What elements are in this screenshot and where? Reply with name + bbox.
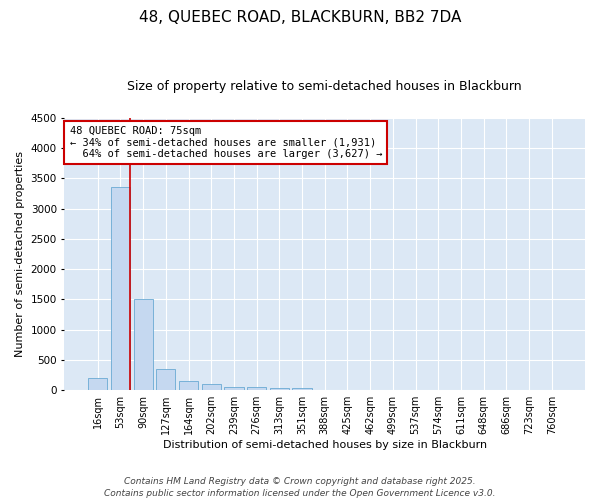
Bar — [111, 188, 130, 390]
X-axis label: Distribution of semi-detached houses by size in Blackburn: Distribution of semi-detached houses by … — [163, 440, 487, 450]
Bar — [156, 369, 175, 390]
Bar — [134, 300, 153, 390]
Bar — [247, 387, 266, 390]
Title: Size of property relative to semi-detached houses in Blackburn: Size of property relative to semi-detach… — [127, 80, 522, 93]
Text: Contains HM Land Registry data © Crown copyright and database right 2025.
Contai: Contains HM Land Registry data © Crown c… — [104, 476, 496, 498]
Y-axis label: Number of semi-detached properties: Number of semi-detached properties — [15, 151, 25, 357]
Bar — [269, 388, 289, 390]
Bar — [179, 381, 198, 390]
Bar — [224, 387, 244, 390]
Bar — [88, 378, 107, 390]
Bar — [202, 384, 221, 390]
Text: 48, QUEBEC ROAD, BLACKBURN, BB2 7DA: 48, QUEBEC ROAD, BLACKBURN, BB2 7DA — [139, 10, 461, 25]
Text: 48 QUEBEC ROAD: 75sqm
← 34% of semi-detached houses are smaller (1,931)
  64% of: 48 QUEBEC ROAD: 75sqm ← 34% of semi-deta… — [70, 126, 382, 159]
Bar — [292, 388, 311, 390]
